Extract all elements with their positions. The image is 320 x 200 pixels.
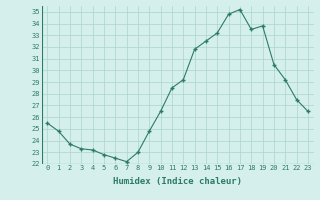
X-axis label: Humidex (Indice chaleur): Humidex (Indice chaleur): [113, 177, 242, 186]
